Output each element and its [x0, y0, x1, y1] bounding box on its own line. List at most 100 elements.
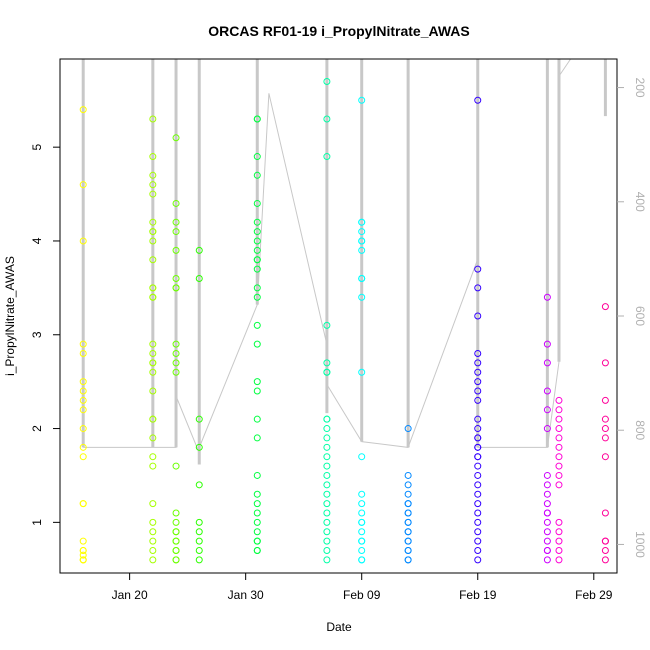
- data-point: [172, 340, 180, 348]
- data-point: [253, 115, 261, 123]
- data-point: [253, 153, 261, 161]
- data-point: [172, 368, 180, 376]
- data-point: [172, 462, 180, 470]
- data-point: [474, 378, 482, 386]
- data-point: [79, 425, 87, 433]
- data-point: [172, 509, 180, 517]
- data-point: [474, 312, 482, 320]
- data-point: [149, 537, 157, 545]
- data-point: [474, 556, 482, 564]
- data-point: [323, 546, 331, 554]
- data-point: [253, 528, 261, 536]
- data-point: [172, 228, 180, 236]
- data-point: [79, 378, 87, 386]
- data-point: [474, 453, 482, 461]
- data-point: [79, 106, 87, 114]
- y-tick-label: 4: [30, 237, 44, 244]
- data-point: [195, 546, 203, 554]
- data-point: [543, 293, 551, 301]
- x-axis: Jan 20 Jan 30 Feb 09 Feb 19 Feb 29: [112, 573, 613, 602]
- x-tick-label: Jan 20: [112, 588, 148, 602]
- data-point: [253, 284, 261, 292]
- data-point: [149, 153, 157, 161]
- data-point: [79, 556, 87, 564]
- y2-tick-label: 800: [633, 420, 647, 440]
- data-point: [555, 453, 563, 461]
- data-point: [404, 518, 412, 526]
- data-point: [149, 546, 157, 554]
- data-point: [172, 284, 180, 292]
- y2-tick-label: 200: [633, 78, 647, 98]
- data-point: [555, 546, 563, 554]
- data-point: [149, 368, 157, 376]
- data-point: [358, 528, 366, 536]
- data-point: [474, 537, 482, 545]
- data-point: [543, 537, 551, 545]
- data-point: [474, 546, 482, 554]
- data-point: [323, 481, 331, 489]
- data-point: [323, 528, 331, 536]
- data-point: [601, 396, 609, 404]
- data-point: [149, 340, 157, 348]
- y2-tick-label: 1000: [633, 531, 647, 558]
- data-point: [555, 396, 563, 404]
- data-point: [195, 481, 203, 489]
- data-point: [253, 518, 261, 526]
- x-axis-label: Date: [326, 620, 352, 634]
- data-point: [555, 415, 563, 423]
- data-point: [555, 537, 563, 545]
- data-point: [358, 490, 366, 498]
- data-point: [358, 96, 366, 104]
- data-point: [79, 443, 87, 451]
- data-point: [172, 546, 180, 554]
- data-point: [358, 237, 366, 245]
- data-point: [172, 218, 180, 226]
- data-point: [253, 415, 261, 423]
- data-point: [253, 471, 261, 479]
- data-point: [195, 556, 203, 564]
- data-point: [543, 500, 551, 508]
- data-point: [601, 509, 609, 517]
- data-point: [474, 350, 482, 358]
- data-point: [149, 115, 157, 123]
- data-point: [149, 518, 157, 526]
- data-point: [555, 406, 563, 414]
- y-tick-label: 3: [30, 331, 44, 338]
- data-point: [149, 528, 157, 536]
- data-point: [474, 471, 482, 479]
- data-point: [149, 556, 157, 564]
- data-point: [253, 387, 261, 395]
- data-point: [323, 518, 331, 526]
- data-point: [149, 500, 157, 508]
- data-point: [149, 218, 157, 226]
- data-point: [253, 321, 261, 329]
- y-tick-label: 5: [30, 144, 44, 151]
- y-tick-label: 2: [30, 425, 44, 432]
- pressure-trace: [81, 58, 607, 465]
- data-point: [555, 434, 563, 442]
- data-point: [543, 528, 551, 536]
- data-point: [172, 134, 180, 142]
- data-point: [79, 181, 87, 189]
- data-point: [79, 551, 87, 559]
- secondary-y-axis: 200 400 600 800 1000: [617, 78, 647, 558]
- data-point: [358, 218, 366, 226]
- data-point: [253, 218, 261, 226]
- x-tick-label: Feb 29: [575, 588, 613, 602]
- data-point: [474, 368, 482, 376]
- data-point: [474, 265, 482, 273]
- data-point: [253, 537, 261, 545]
- data-point: [474, 96, 482, 104]
- data-point: [358, 293, 366, 301]
- data-point: [253, 246, 261, 254]
- data-point: [474, 490, 482, 498]
- data-point: [601, 359, 609, 367]
- data-point: [253, 199, 261, 207]
- data-point: [601, 303, 609, 311]
- data-point: [555, 425, 563, 433]
- data-point: [543, 425, 551, 433]
- data-point: [79, 387, 87, 395]
- data-point: [601, 546, 609, 554]
- data-point: [172, 528, 180, 536]
